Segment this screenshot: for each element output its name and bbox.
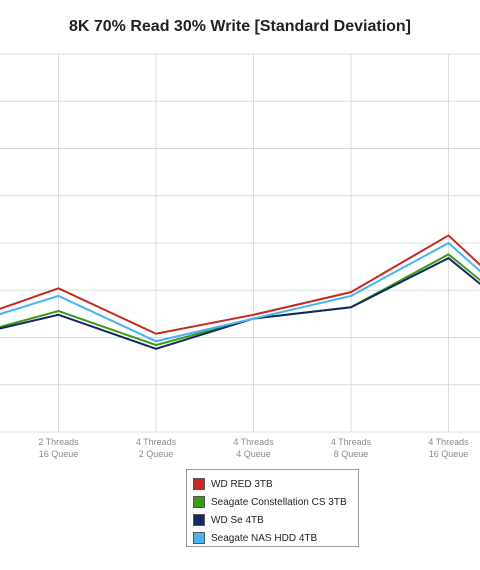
legend-item: WD Se 4TB (193, 511, 358, 529)
legend-label: WD Se 4TB (211, 514, 264, 526)
x-tick-label: 4 Threads 8 Queue (331, 437, 372, 459)
legend-label: Seagate NAS HDD 4TB (211, 532, 318, 544)
series-line-2 (0, 256, 480, 350)
legend-label: Seagate Constellation CS 3TB (211, 496, 347, 508)
legend-swatch (193, 496, 205, 508)
x-tick-label: 4 Threads 2 Queue (136, 437, 177, 459)
x-tick-label: 4 Threads 4 Queue (233, 437, 274, 459)
legend: WD RED 3TB Seagate Constellation CS 3TB WD… (186, 469, 359, 547)
legend-swatch (193, 478, 205, 490)
legend-label: WD RED 3TB (211, 478, 273, 490)
series-line-3 (0, 241, 480, 343)
legend-item: Seagate NAS HDD 4TB (193, 529, 358, 547)
legend-item: Seagate Constellation CS 3TB (193, 493, 358, 511)
legend-swatch (193, 532, 205, 544)
x-tick-label: 4 Threads 16 Queue (428, 437, 469, 459)
legend-swatch (193, 514, 205, 526)
chart-title: 8K 70% Read 30% Write [Standard Deviatio… (68, 18, 412, 35)
series-line-0 (0, 234, 480, 335)
x-tick-label: 2 Threads 16 Queue (38, 437, 79, 459)
legend-item: WD RED 3TB (193, 475, 358, 493)
